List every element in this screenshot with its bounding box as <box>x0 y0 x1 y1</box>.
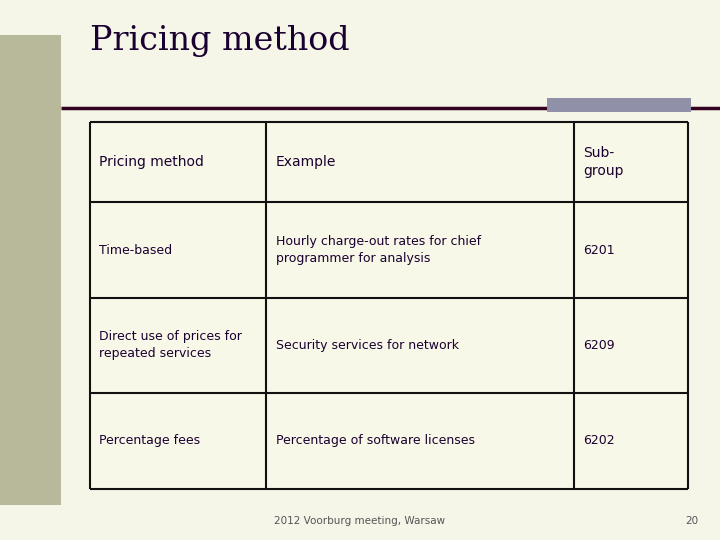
Text: Pricing method: Pricing method <box>99 155 204 169</box>
Text: Example: Example <box>276 155 336 169</box>
Text: 6202: 6202 <box>583 435 615 448</box>
Text: 6201: 6201 <box>583 244 615 256</box>
Text: Security services for network: Security services for network <box>276 339 459 352</box>
Text: 20: 20 <box>685 516 698 526</box>
Text: Percentage of software licenses: Percentage of software licenses <box>276 435 474 448</box>
Text: Sub-
group: Sub- group <box>583 146 624 178</box>
Text: Time-based: Time-based <box>99 244 173 256</box>
Bar <box>547 98 691 112</box>
Bar <box>90 122 688 489</box>
Bar <box>0 35 61 505</box>
Text: 2012 Voorburg meeting, Warsaw: 2012 Voorburg meeting, Warsaw <box>274 516 446 526</box>
Text: 6209: 6209 <box>583 339 615 352</box>
Text: Direct use of prices for
repeated services: Direct use of prices for repeated servic… <box>99 330 242 361</box>
Text: Percentage fees: Percentage fees <box>99 435 200 448</box>
Text: Pricing method: Pricing method <box>90 25 350 57</box>
Text: Hourly charge-out rates for chief
programmer for analysis: Hourly charge-out rates for chief progra… <box>276 235 481 265</box>
